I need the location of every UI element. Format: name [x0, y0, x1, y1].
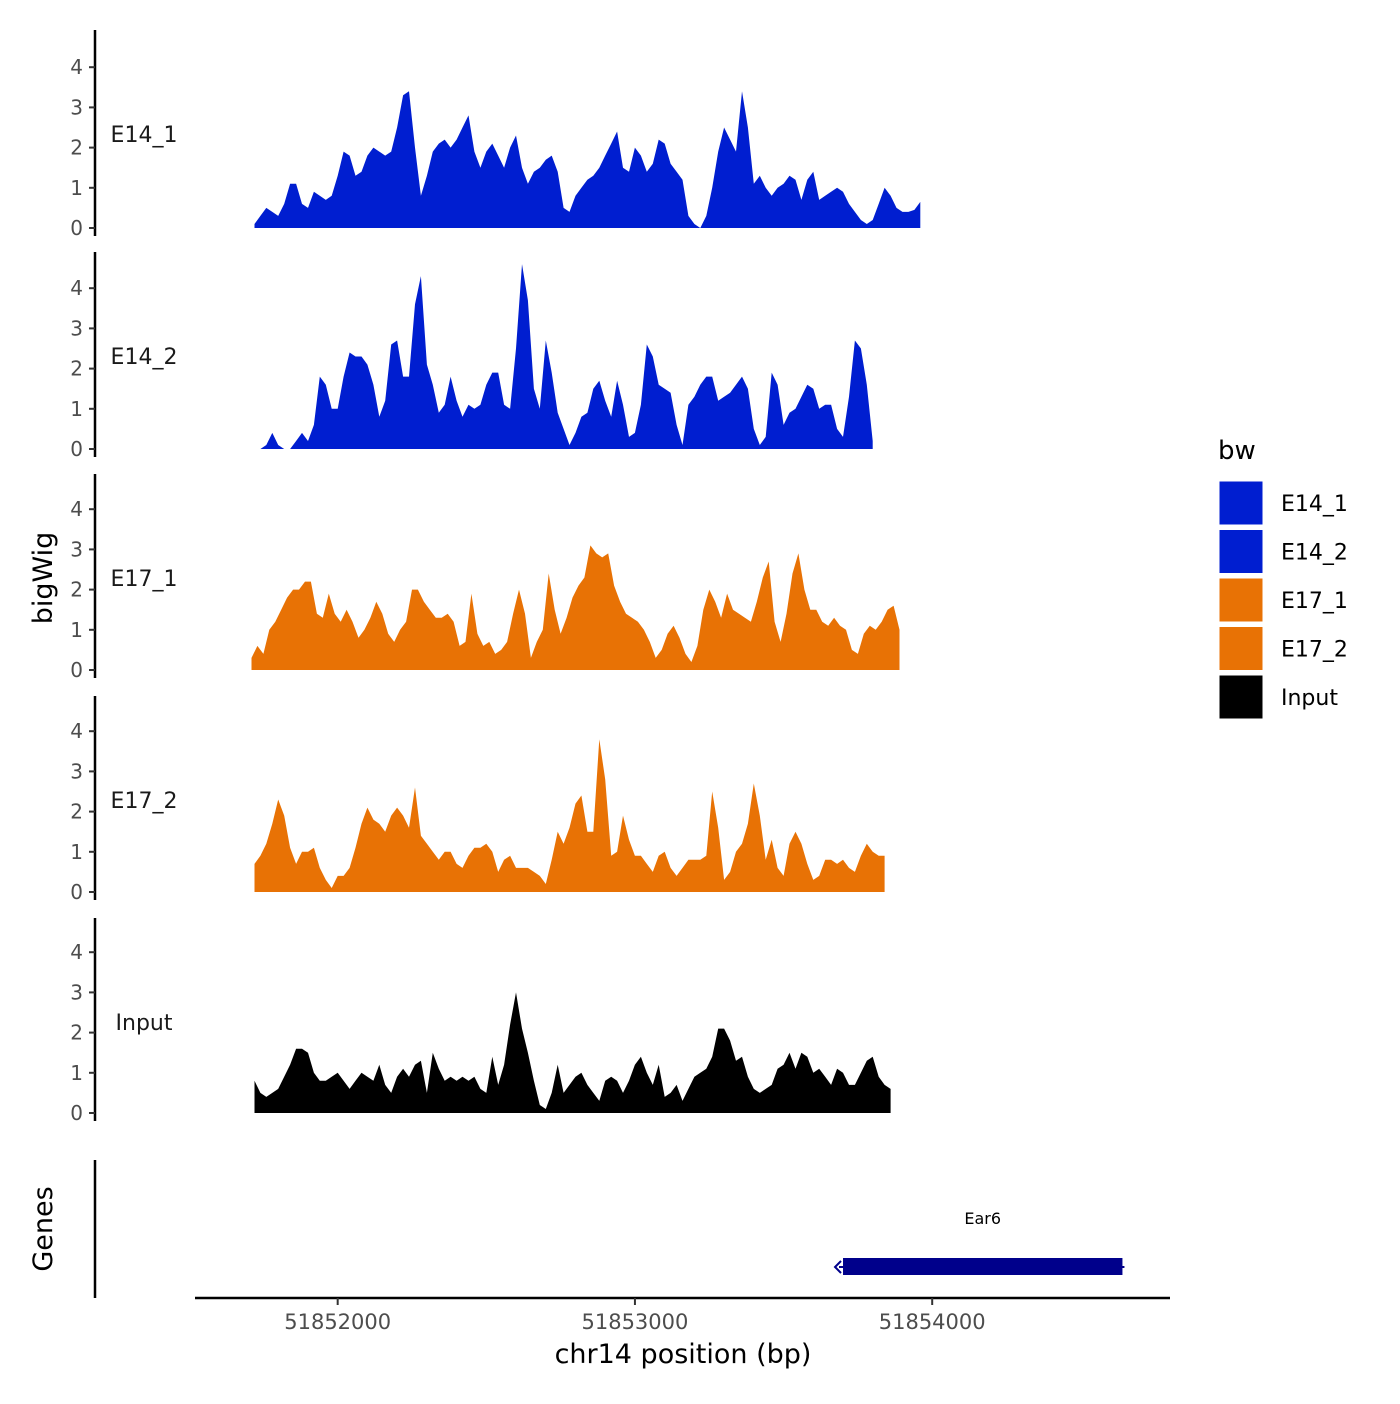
x-tick-label: 51854000 [879, 1310, 986, 1334]
area-series-Input [254, 992, 891, 1113]
legend-swatch-E14_2 [1218, 529, 1264, 574]
y-tick-label: 2 [70, 357, 83, 381]
legend-label: E14_2 [1281, 541, 1348, 566]
y-tick-label: 3 [70, 95, 83, 119]
y-tick-label: 2 [70, 800, 83, 824]
y-tick-label: 4 [70, 497, 83, 521]
y-tick-label: 2 [70, 1021, 83, 1045]
track-panel-e14-1: 0 1 2 3 4 E14_1 [70, 30, 921, 240]
area-series-E17_1 [251, 545, 900, 670]
y-tick-label: 4 [70, 276, 83, 300]
legend: bw E14_1 E14_2 E17_1 E17_2 Input [1218, 436, 1348, 720]
y-axis-title: bigWig [28, 532, 59, 625]
legend-swatch-E14_1 [1218, 480, 1264, 526]
x-axis: 51852000 51853000 51854000 chr14 position (… [195, 1296, 1170, 1370]
area-series-E14_1 [254, 91, 921, 228]
track-label: Input [116, 1011, 173, 1036]
legend-label: E17_2 [1281, 638, 1348, 663]
legend-swatch-E17_1 [1218, 577, 1264, 623]
gene-track: Genes Ear6 [28, 1160, 1125, 1298]
y-tick-label: 0 [70, 880, 83, 904]
y-tick-label: 4 [70, 940, 83, 964]
legend-swatch-E17_2 [1218, 626, 1264, 671]
y-tick-label: 0 [70, 216, 83, 240]
legend-label: E17_1 [1281, 589, 1348, 614]
legend-swatch-Input [1218, 674, 1264, 720]
y-tick-label: 3 [70, 759, 83, 783]
track-label: E14_1 [111, 123, 178, 148]
gene-track-title: Genes [28, 1186, 59, 1271]
track-panel-input: 0 1 2 3 4 Input [70, 918, 891, 1125]
y-tick-label: 3 [70, 316, 83, 340]
y-tick-label: 3 [70, 537, 83, 561]
track-panel-e17-1: 0 1 2 3 4 E17_1 [70, 474, 900, 682]
y-tick-label: 3 [70, 980, 83, 1004]
track-label: E17_2 [111, 789, 178, 814]
area-series-E14_2 [254, 264, 873, 449]
gene-exon-Ear6 [843, 1258, 1123, 1275]
y-tick-label: 1 [70, 1061, 83, 1085]
legend-label: E14_1 [1281, 492, 1348, 517]
y-tick-label: 4 [70, 55, 83, 79]
y-tick-label: 2 [70, 136, 83, 160]
x-axis-title: chr14 position (bp) [555, 1339, 812, 1370]
track-panel-e17-2: 0 1 2 3 4 E17_2 [70, 696, 885, 904]
y-tick-label: 1 [70, 618, 83, 642]
x-tick-label: 51852000 [284, 1310, 391, 1334]
x-tick-label: 51853000 [581, 1310, 688, 1334]
y-tick-label: 2 [70, 578, 83, 602]
y-tick-label: 0 [70, 658, 83, 682]
y-tick-label: 1 [70, 176, 83, 200]
legend-label: Input [1281, 686, 1338, 711]
legend-title: bw [1218, 436, 1256, 466]
track-label: E14_2 [111, 345, 178, 370]
track-panel-e14-2: 0 1 2 3 4 E14_2 [70, 252, 873, 461]
gene-label: Ear6 [964, 1209, 1001, 1228]
y-tick-label: 0 [70, 1101, 83, 1125]
gene-strand-arrow [833, 1260, 842, 1274]
y-tick-label: 4 [70, 719, 83, 743]
y-tick-label: 1 [70, 397, 83, 421]
track-label: E17_1 [111, 567, 178, 592]
y-tick-label: 0 [70, 437, 83, 461]
y-tick-label: 1 [70, 840, 83, 864]
area-series-E17_2 [254, 739, 885, 892]
